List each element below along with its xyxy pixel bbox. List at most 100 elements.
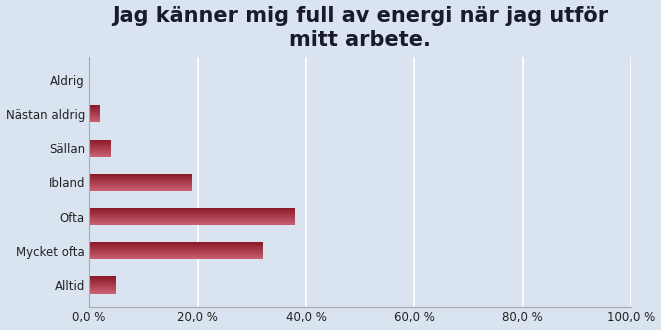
Bar <box>89 255 262 256</box>
Bar <box>89 153 111 154</box>
Bar <box>89 107 100 108</box>
Bar <box>89 251 262 252</box>
Bar <box>89 186 192 187</box>
Bar <box>89 144 111 145</box>
Bar <box>89 253 262 254</box>
Bar <box>89 146 111 147</box>
Bar <box>89 246 262 247</box>
Bar <box>89 289 116 290</box>
Bar <box>89 293 116 294</box>
Bar <box>89 117 100 118</box>
Bar <box>89 278 116 279</box>
Bar <box>89 280 116 281</box>
Bar <box>89 142 111 143</box>
Bar <box>89 281 116 282</box>
Bar <box>89 249 262 250</box>
Bar <box>89 215 295 216</box>
Bar <box>89 258 262 259</box>
Bar <box>89 120 100 121</box>
Bar <box>89 176 192 177</box>
Bar <box>89 184 192 185</box>
Bar <box>89 218 295 219</box>
Bar <box>89 118 100 119</box>
Bar <box>89 152 111 153</box>
Bar <box>89 216 295 217</box>
Bar <box>89 148 111 149</box>
Bar <box>89 183 192 184</box>
Bar <box>89 185 192 186</box>
Bar <box>89 287 116 288</box>
Bar <box>89 257 262 258</box>
Bar <box>89 211 295 212</box>
Bar <box>89 252 262 253</box>
Bar <box>89 219 295 220</box>
Bar <box>89 140 111 141</box>
Bar <box>89 76 90 83</box>
Bar <box>89 249 262 250</box>
Bar <box>89 222 295 223</box>
Bar <box>89 221 295 222</box>
Bar <box>89 286 116 287</box>
Bar <box>89 119 100 120</box>
Bar <box>89 112 100 113</box>
Bar <box>89 121 100 122</box>
Bar <box>89 111 100 112</box>
Bar <box>89 283 116 284</box>
Bar <box>89 109 100 110</box>
Bar <box>89 279 116 280</box>
Bar <box>89 110 100 111</box>
Bar <box>89 224 295 225</box>
Bar <box>89 116 100 117</box>
Bar <box>89 243 262 244</box>
Bar <box>89 143 111 144</box>
Bar <box>89 217 295 218</box>
Bar <box>89 147 111 148</box>
Bar <box>89 242 262 243</box>
Bar <box>89 288 116 289</box>
Bar <box>89 208 295 209</box>
Bar <box>89 141 111 142</box>
Bar <box>89 290 116 291</box>
Bar <box>89 108 100 109</box>
Bar <box>89 155 111 156</box>
Bar <box>89 223 295 224</box>
Bar <box>89 250 262 251</box>
Bar <box>89 254 262 255</box>
Bar <box>89 175 192 176</box>
Bar <box>89 119 100 120</box>
Bar <box>89 212 295 213</box>
Bar <box>89 115 100 116</box>
Bar <box>89 248 262 249</box>
Bar <box>89 113 100 114</box>
Bar <box>89 156 111 157</box>
Bar <box>89 285 116 286</box>
Bar <box>89 151 111 152</box>
Bar <box>89 243 262 244</box>
Bar <box>89 178 192 179</box>
Bar <box>89 184 192 185</box>
Bar <box>89 213 295 214</box>
Bar <box>89 179 192 180</box>
Bar <box>89 154 111 155</box>
Bar <box>89 189 192 190</box>
Bar <box>89 145 111 146</box>
Bar <box>89 187 192 188</box>
Bar <box>89 282 116 283</box>
Bar <box>89 244 262 245</box>
Bar <box>89 210 295 211</box>
Bar <box>89 289 116 290</box>
Bar <box>89 284 116 285</box>
Bar <box>89 180 192 181</box>
Bar <box>89 224 295 225</box>
Bar <box>89 220 295 221</box>
Bar <box>89 245 262 246</box>
Bar <box>89 106 100 107</box>
Bar <box>89 292 116 293</box>
Bar <box>89 247 262 248</box>
Bar <box>89 114 100 115</box>
Bar <box>89 149 111 150</box>
Bar <box>89 177 192 178</box>
Bar <box>89 182 192 183</box>
Bar <box>89 256 262 257</box>
Bar <box>89 181 192 182</box>
